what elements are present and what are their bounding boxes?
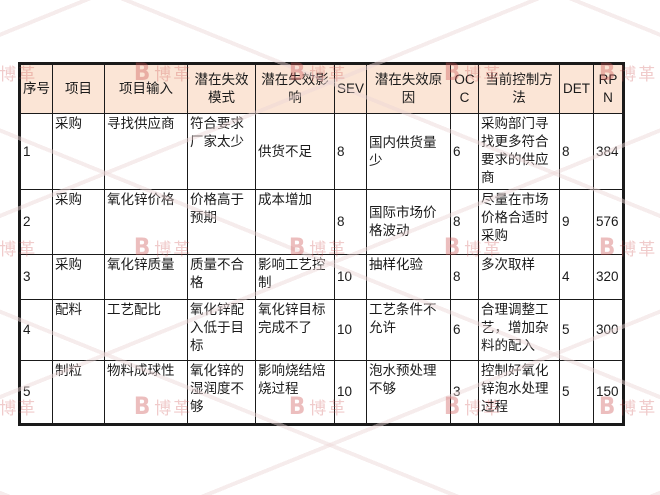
column-header-sev: SEV xyxy=(334,63,367,114)
cell-control: 控制好氧化锌泡水处理过程 xyxy=(478,360,560,425)
cell-control: 采购部门寻找更多符合要求的供应商 xyxy=(478,113,560,190)
fmea-table-body: 1 采购 寻找供应商 符合要求厂家太少 供货不足 8 国内供货量少 6 采购部门寻找更多符合要求… xyxy=(19,113,624,425)
cell-sn: 3 xyxy=(19,254,53,300)
table-row: 2 采购 氧化锌价格 价格高于预期 成本增加 8 国际市场价格波动 8 尽量在市场价格合适时采购… xyxy=(19,189,624,255)
cell-mode: 氧化锌配入低于目标 xyxy=(187,299,256,361)
column-header-cause: 潜在失效原因 xyxy=(366,63,451,114)
cell-sn: 4 xyxy=(19,299,53,361)
cell-rpn: 320 xyxy=(593,254,624,300)
cell-det: 5 xyxy=(559,360,594,425)
cell-cause: 泡水预处理不够 xyxy=(366,360,451,425)
cell-effect: 影响烧结焙烧过程 xyxy=(255,360,335,425)
cell-cause: 抽样化验 xyxy=(366,254,451,300)
cell-det: 8 xyxy=(559,113,594,190)
cell-det: 9 xyxy=(559,189,594,255)
column-header-rpn: RPN xyxy=(593,63,624,114)
cell-input: 工艺配比 xyxy=(104,299,188,361)
cell-occ: 8 xyxy=(450,189,479,255)
cell-input: 氧化锌质量 xyxy=(104,254,188,300)
column-header-control: 当前控制方法 xyxy=(478,63,560,114)
cell-item: 采购 xyxy=(52,113,105,190)
cell-item: 制粒 xyxy=(52,360,105,425)
cell-sev: 8 xyxy=(334,113,367,190)
cell-effect: 成本增加 xyxy=(255,189,335,255)
table-row: 3 采购 氧化锌质量 质量不合格 影响工艺控制 10 抽样化验 8 多次取样 4 320 xyxy=(19,254,624,300)
cell-sn: 2 xyxy=(19,189,53,255)
cell-control: 多次取样 xyxy=(478,254,560,300)
cell-det: 5 xyxy=(559,299,594,361)
column-header-input: 项目输入 xyxy=(104,63,188,114)
cell-sev: 8 xyxy=(334,189,367,255)
cell-control: 尽量在市场价格合适时采购 xyxy=(478,189,560,255)
cell-sn: 1 xyxy=(19,113,53,190)
column-header-effect: 潜在失效影响 xyxy=(255,63,335,114)
cell-mode: 质量不合格 xyxy=(187,254,256,300)
cell-sev: 10 xyxy=(334,299,367,361)
cell-effect: 供货不足 xyxy=(255,113,335,190)
table-row: 1 采购 寻找供应商 符合要求厂家太少 供货不足 8 国内供货量少 6 采购部门寻找更多符合要求… xyxy=(19,113,624,190)
cell-occ: 8 xyxy=(450,254,479,300)
column-header-occ: OCC xyxy=(450,63,479,114)
cell-item: 采购 xyxy=(52,189,105,255)
cell-occ: 6 xyxy=(450,113,479,190)
cell-occ: 6 xyxy=(450,299,479,361)
cell-input: 物料成球性 xyxy=(104,360,188,425)
fmea-table: 序号 项目 项目输入 潜在失效模式 潜在失效影响 SEV 潜在失效原因 OCC 当前控制方法 DE… xyxy=(18,62,625,426)
cell-occ: 3 xyxy=(450,360,479,425)
column-header-sn: 序号 xyxy=(19,63,53,114)
cell-rpn: 384 xyxy=(593,113,624,190)
fmea-table-header: 序号 项目 项目输入 潜在失效模式 潜在失效影响 SEV 潜在失效原因 OCC 当前控制方法 DE… xyxy=(19,63,624,114)
cell-effect: 氧化锌目标完成不了 xyxy=(255,299,335,361)
cell-det: 4 xyxy=(559,254,594,300)
cell-rpn: 150 xyxy=(593,360,624,425)
table-row: 4 配料 工艺配比 氧化锌配入低于目标 氧化锌目标完成不了 10 工艺条件不允许 6 合理调整工… xyxy=(19,299,624,361)
column-header-item: 项目 xyxy=(52,63,105,114)
cell-sev: 10 xyxy=(334,254,367,300)
cell-cause: 国内供货量少 xyxy=(366,113,451,190)
column-header-det: DET xyxy=(559,63,594,114)
cell-sn: 5 xyxy=(19,360,53,425)
cell-mode: 符合要求厂家太少 xyxy=(187,113,256,190)
column-header-mode: 潜在失效模式 xyxy=(187,63,256,114)
cell-sev: 10 xyxy=(334,360,367,425)
header-row: 序号 项目 项目输入 潜在失效模式 潜在失效影响 SEV 潜在失效原因 OCC 当前控制方法 DE… xyxy=(19,63,624,114)
cell-item: 配料 xyxy=(52,299,105,361)
cell-rpn: 576 xyxy=(593,189,624,255)
cell-input: 寻找供应商 xyxy=(104,113,188,190)
cell-cause: 国际市场价格波动 xyxy=(366,189,451,255)
cell-item: 采购 xyxy=(52,254,105,300)
cell-rpn: 300 xyxy=(593,299,624,361)
cell-control: 合理调整工艺，增加杂料的配入 xyxy=(478,299,560,361)
cell-mode: 氧化锌的湿润度不够 xyxy=(187,360,256,425)
cell-effect: 影响工艺控制 xyxy=(255,254,335,300)
table-row: 5 制粒 物料成球性 氧化锌的湿润度不够 影响烧结焙烧过程 10 泡水预处理不够 3 控制好氧化… xyxy=(19,360,624,425)
cell-cause: 工艺条件不允许 xyxy=(366,299,451,361)
cell-mode: 价格高于预期 xyxy=(187,189,256,255)
cell-input: 氧化锌价格 xyxy=(104,189,188,255)
